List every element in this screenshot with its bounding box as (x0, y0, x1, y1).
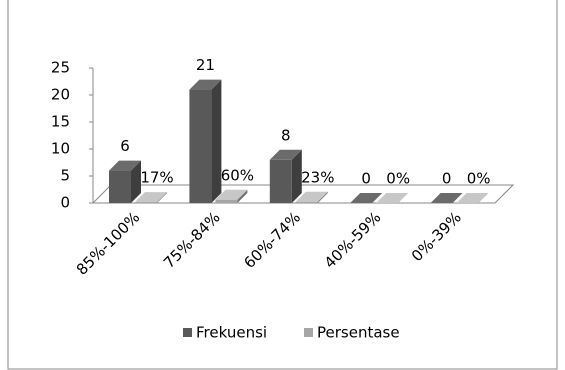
bar-side (317, 191, 328, 203)
bar (189, 89, 212, 203)
bar (109, 170, 131, 203)
bar-top (430, 193, 463, 203)
data-label: 23% (301, 168, 334, 186)
bar-top (135, 192, 167, 203)
data-label: 0% (467, 170, 491, 188)
bar-top (376, 193, 409, 203)
y-tick-label: 5 (60, 167, 70, 185)
bar-top (269, 149, 302, 160)
y-tick-label: 10 (51, 140, 70, 158)
y-tick-label: 15 (51, 113, 70, 131)
bar-top (189, 79, 222, 90)
data-label: 21 (196, 56, 215, 74)
data-label: 8 (281, 126, 291, 144)
data-label: 0% (386, 170, 410, 188)
bar (269, 159, 292, 203)
legend-label: Frekuensi (196, 324, 267, 342)
data-label: 60% (221, 166, 254, 184)
bar-top (350, 193, 383, 203)
y-tick-label: 0 (60, 194, 70, 212)
bar (135, 202, 157, 203)
bar-side (157, 192, 167, 203)
data-label: 0 (361, 170, 371, 188)
data-label: 17% (140, 169, 173, 187)
legend-label: Persentase (317, 324, 400, 342)
bar (295, 201, 318, 203)
legend-swatch (183, 328, 192, 337)
legend-swatch (304, 328, 313, 337)
y-tick-label: 25 (51, 59, 70, 77)
bar-top (215, 189, 248, 200)
bar-top (295, 191, 328, 202)
bar-side (131, 160, 141, 203)
data-label: 0 (442, 170, 452, 188)
bar-side (211, 79, 222, 203)
bar (215, 199, 238, 203)
bar-top (456, 193, 489, 203)
bar-side (291, 149, 302, 203)
data-label: 6 (120, 137, 130, 155)
bar-side (237, 189, 248, 203)
bar-top (109, 160, 141, 171)
y-tick-label: 20 (51, 86, 70, 104)
